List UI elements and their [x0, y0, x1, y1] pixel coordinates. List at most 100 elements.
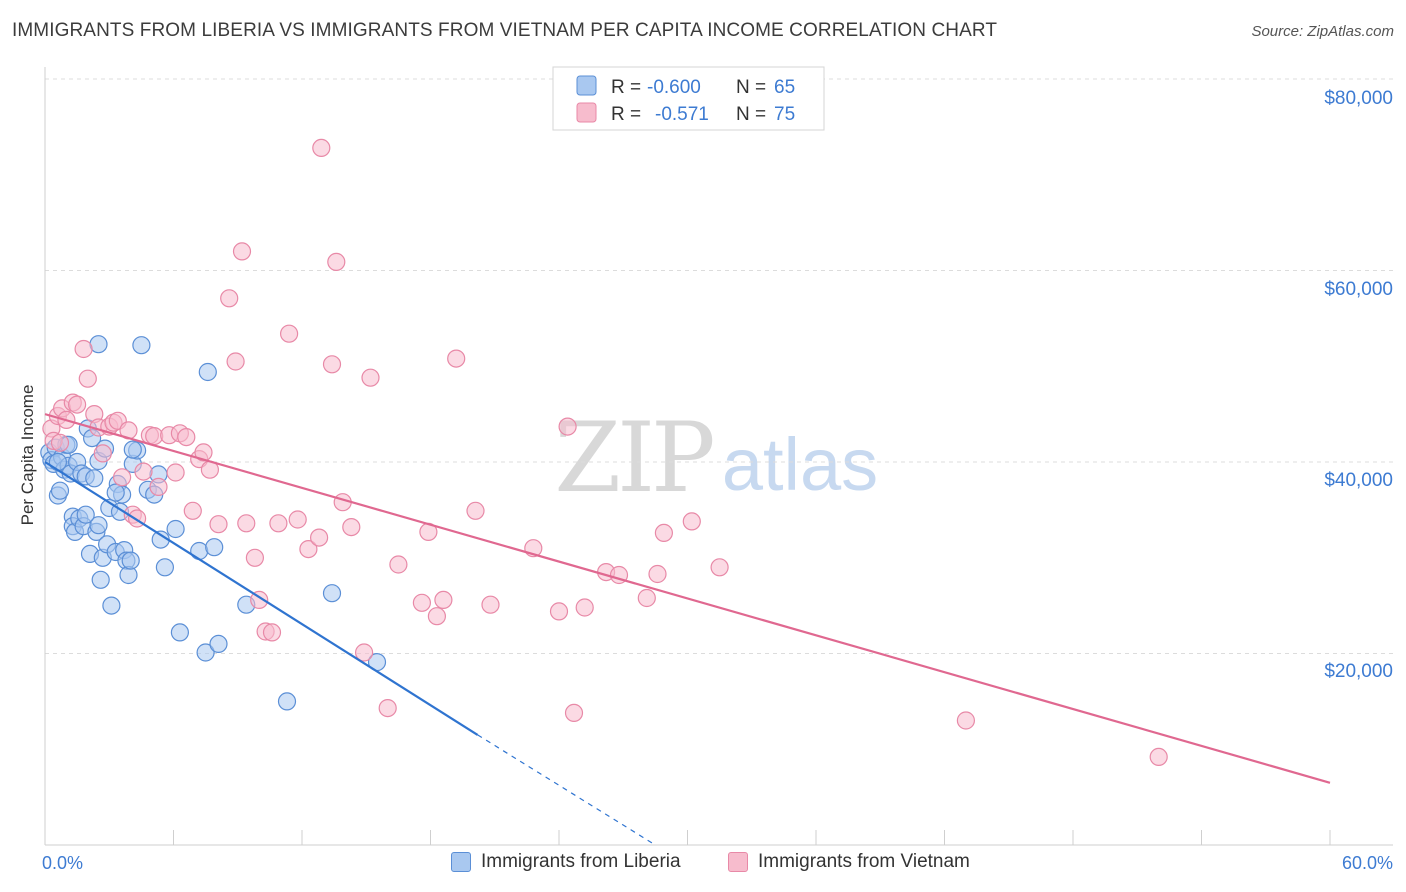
point-vietnam-32 — [209, 515, 228, 534]
point-vietnam-71 — [654, 523, 674, 543]
point-liberia-5 — [50, 481, 70, 500]
point-vietnam-51 — [355, 643, 374, 662]
source-credit: Source: ZipAtlas.com — [1251, 23, 1394, 40]
point-liberia-57 — [322, 584, 342, 603]
point-vietnam-36 — [237, 514, 256, 533]
point-liberia-56 — [277, 692, 297, 711]
legend-r-label-liberia: R = — [611, 77, 641, 98]
point-vietnam-9 — [78, 369, 97, 388]
point-vietnam-44 — [299, 539, 318, 559]
bottom-legend-liberia: Immigrants from Liberia — [451, 851, 681, 873]
bottom-legend-label-liberia: Immigrants from Liberia — [481, 851, 681, 872]
bottom-legend-vietnam: Immigrants from Vietnam — [728, 851, 970, 873]
y-axis-label: Per Capita Income — [18, 385, 37, 526]
point-vietnam-40 — [262, 623, 282, 642]
point-liberia-24 — [89, 516, 108, 535]
x-tick-label-min: 0.0% — [42, 853, 83, 873]
point-vietnam-74 — [956, 711, 976, 730]
point-vietnam-23 — [149, 477, 168, 496]
point-liberia-39 — [121, 551, 140, 570]
point-liberia-64 — [76, 505, 95, 524]
point-vietnam-28 — [183, 501, 202, 520]
point-vietnam-75 — [1149, 747, 1168, 767]
legend-n-value-liberia: 65 — [774, 77, 795, 98]
point-vietnam-8 — [74, 339, 93, 359]
point-vietnam-30 — [194, 443, 213, 462]
point-vietnam-65 — [564, 703, 584, 723]
legend-swatch-liberia — [576, 75, 597, 96]
point-vietnam-61 — [481, 595, 500, 614]
point-liberia-22 — [85, 469, 104, 488]
point-liberia-48 — [166, 519, 185, 539]
point-vietnam-52 — [361, 368, 380, 387]
point-vietnam-70 — [648, 564, 667, 584]
chart-title: IMMIGRANTS FROM LIBERIA VS IMMIGRANTS FR… — [12, 20, 998, 41]
y-tick-label-40000: $40,000 — [1324, 470, 1393, 491]
point-vietnam-54 — [389, 555, 408, 574]
point-liberia-49 — [170, 623, 189, 642]
point-vietnam-35 — [232, 242, 252, 261]
point-vietnam-57 — [427, 607, 446, 626]
point-vietnam-63 — [549, 602, 569, 621]
point-vietnam-7 — [67, 395, 87, 414]
point-liberia-51 — [196, 643, 215, 662]
bottom-legend-swatch-vietnam — [728, 852, 748, 872]
point-liberia-53 — [205, 538, 224, 557]
point-vietnam-58 — [434, 590, 453, 610]
point-vietnam-53 — [378, 698, 397, 718]
point-vietnam-48 — [327, 252, 346, 271]
bottom-legend: Immigrants from Liberia Immigrants from … — [0, 851, 1406, 879]
legend-n-label-liberia: N = — [736, 77, 766, 98]
point-liberia-31 — [102, 596, 121, 615]
point-vietnam-60 — [466, 501, 485, 520]
point-liberia-42 — [132, 336, 151, 355]
point-liberia-47 — [155, 558, 174, 577]
point-vietnam-69 — [637, 588, 656, 608]
point-vietnam-55 — [412, 593, 431, 612]
point-vietnam-46 — [312, 138, 331, 157]
y-tick-label-20000: $20,000 — [1324, 661, 1393, 682]
point-liberia-26 — [91, 570, 110, 589]
legend-swatch-vietnam — [576, 102, 597, 123]
point-vietnam-27 — [177, 428, 196, 447]
x-tick-label-max: 60.0% — [1342, 853, 1393, 873]
point-vietnam-50 — [342, 517, 361, 537]
legend-n-value-vietnam: 75 — [774, 104, 795, 125]
point-vietnam-25 — [166, 463, 185, 482]
y-tick-label-80000: $80,000 — [1324, 88, 1393, 109]
point-vietnam-73 — [710, 558, 729, 577]
y-tick-label-60000: $60,000 — [1324, 279, 1393, 300]
point-vietnam-20 — [134, 462, 153, 481]
point-vietnam-43 — [288, 510, 307, 529]
point-vietnam-16 — [112, 468, 132, 487]
point-vietnam-59 — [447, 349, 466, 368]
point-vietnam-3 — [50, 433, 70, 452]
legend-r-value-liberia: -0.600 — [647, 77, 701, 98]
point-vietnam-66 — [575, 598, 594, 617]
point-vietnam-42 — [280, 324, 299, 343]
point-vietnam-64 — [558, 417, 577, 436]
bottom-legend-swatch-liberia — [451, 852, 471, 872]
stats-legend: R = -0.600 N = 65 R = -0.571 N = 75 — [552, 66, 825, 131]
point-vietnam-45 — [310, 528, 329, 547]
point-liberia-54 — [209, 634, 228, 654]
point-vietnam-37 — [245, 548, 264, 567]
legend-r-value-vietnam: -0.571 — [655, 104, 709, 125]
trendline-liberia-extension — [477, 734, 656, 846]
point-vietnam-41 — [269, 514, 288, 533]
legend-n-label-vietnam: N = — [736, 104, 766, 125]
trendline-liberia — [44, 461, 479, 736]
point-vietnam-47 — [322, 355, 342, 374]
point-vietnam-34 — [226, 352, 245, 371]
point-vietnam-33 — [220, 289, 239, 308]
point-vietnam-12 — [93, 444, 112, 463]
watermark-zip: ZIP — [554, 402, 713, 514]
trendline-vietnam — [44, 413, 1331, 784]
point-liberia-63 — [123, 440, 142, 459]
bottom-legend-label-vietnam: Immigrants from Vietnam — [758, 851, 970, 872]
point-vietnam-72 — [682, 512, 701, 531]
point-liberia-62 — [106, 483, 125, 502]
point-liberia-61 — [48, 452, 68, 472]
watermark-atlas: atlas — [722, 423, 878, 506]
